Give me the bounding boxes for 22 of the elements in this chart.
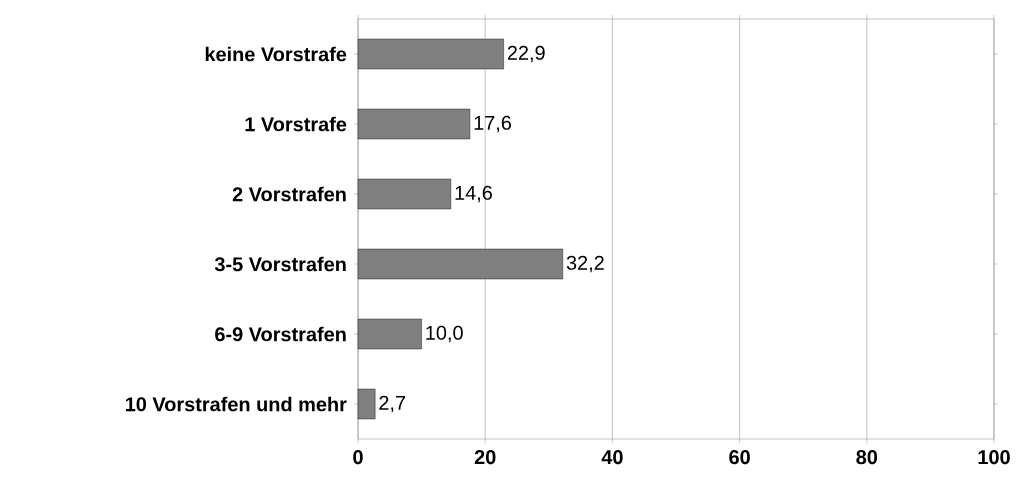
- y-tick-label: 2 Vorstrafen: [232, 186, 346, 202]
- data-label: 32,2: [566, 255, 604, 273]
- x-tick-label: 80: [856, 450, 878, 465]
- x-tick-label: 40: [601, 450, 623, 465]
- bar: [357, 108, 471, 140]
- bar: [357, 318, 422, 350]
- data-label: 22,9: [507, 45, 545, 63]
- data-label: 17,6: [474, 115, 512, 133]
- x-tick-label: 20: [474, 450, 496, 465]
- x-tick-label: 60: [729, 450, 750, 465]
- bar: [357, 248, 563, 280]
- bar: [357, 178, 452, 210]
- y-tick-label: 10 Vorstrafen und mehr: [125, 396, 347, 412]
- data-label: 14,6: [455, 185, 492, 203]
- x-tick-label: 100: [978, 450, 1010, 465]
- data-label: 10,0: [426, 325, 463, 343]
- y-tick-label: 3-5 Vorstrafen: [214, 256, 346, 272]
- y-tick-label: 6-9 Vorstrafen: [215, 326, 346, 342]
- x-tick-label: 0: [353, 450, 363, 465]
- y-tick-label: 1 Vorstrafe: [245, 116, 347, 132]
- data-label: 2,7: [379, 395, 406, 413]
- y-tick-label: keine Vorstrafe: [205, 46, 347, 62]
